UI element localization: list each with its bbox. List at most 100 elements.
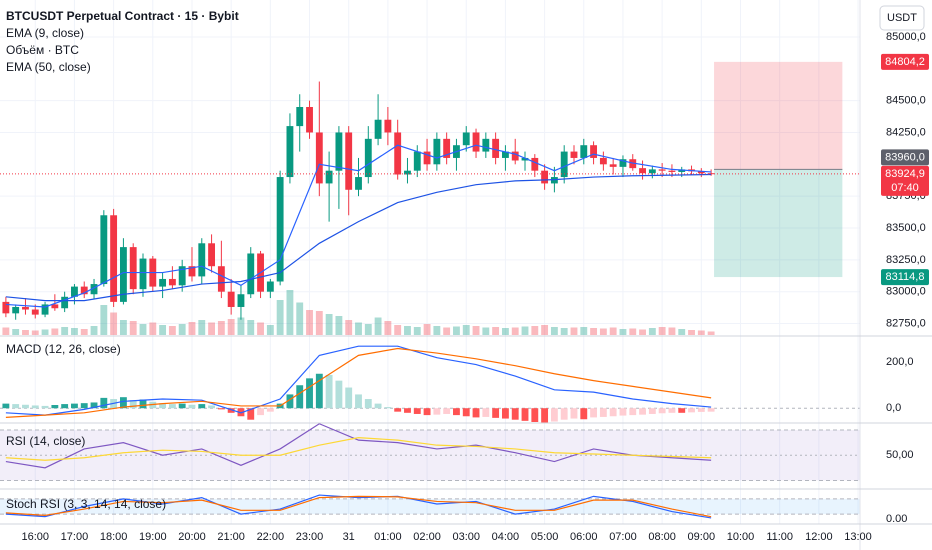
macd-histogram-bar xyxy=(71,403,78,409)
volume-bar xyxy=(188,322,196,335)
candle-body xyxy=(668,170,676,172)
volume-bar xyxy=(688,330,695,335)
volume-bar xyxy=(119,320,127,335)
macd-histogram-bar xyxy=(453,408,460,416)
candle-body xyxy=(227,291,235,307)
x-tick-label: 17:00 xyxy=(61,531,89,543)
macd-histogram-bar xyxy=(462,408,470,417)
x-tick-label: 23:00 xyxy=(296,531,324,543)
macd-histogram-bar xyxy=(404,408,411,413)
volume-bar xyxy=(247,320,255,335)
candle-body xyxy=(423,151,431,165)
volume-bar xyxy=(41,329,49,335)
x-tick-label: 01:00 xyxy=(374,531,402,543)
volume-bar xyxy=(198,320,206,335)
chart-title: BTCUSDT Perpetual Contract · 15 · Bybit xyxy=(6,9,239,23)
stop-badge-label: 83114,8 xyxy=(886,271,925,283)
y-tick-label: 84500,0 xyxy=(886,95,926,107)
volume-bar xyxy=(266,325,274,335)
macd-histogram-bar xyxy=(22,404,29,409)
stoch-k-line xyxy=(5,494,712,519)
y-tick-label: 82750,0 xyxy=(886,317,926,329)
currency-button[interactable] xyxy=(879,5,925,31)
macd-tick-label: 200,0 xyxy=(886,356,914,368)
candle-body xyxy=(531,157,539,171)
currency-label[interactable]: USDT xyxy=(887,12,917,24)
x-tick-label: 19:00 xyxy=(139,531,167,543)
volume-bar xyxy=(501,328,509,335)
candle-body xyxy=(90,284,98,295)
macd-histogram-bar xyxy=(266,408,274,412)
last-price-badge-label: 83924,9 xyxy=(885,168,925,180)
volume-bar xyxy=(550,327,558,335)
macd-histogram-bar xyxy=(208,405,215,409)
x-tick-label: 18:00 xyxy=(100,531,128,543)
volume-bar xyxy=(609,327,617,335)
candle-body xyxy=(22,306,29,310)
x-tick-label: 31 xyxy=(343,531,355,543)
candle-body xyxy=(41,304,49,315)
candle-body xyxy=(71,286,78,297)
candle-body xyxy=(599,157,607,165)
macd-tick-label: 0,0 xyxy=(886,402,901,414)
volume-bar xyxy=(129,321,137,335)
candle-body xyxy=(178,266,186,286)
volume-bar xyxy=(619,329,627,335)
volume-bar xyxy=(364,324,372,335)
candle-body xyxy=(648,169,656,174)
volume-bar xyxy=(707,331,715,335)
rsi-ma-line xyxy=(5,436,712,461)
volume-bar xyxy=(325,314,333,335)
candle-body xyxy=(629,159,637,169)
volume-bar xyxy=(413,327,421,335)
volume-bar xyxy=(648,328,656,335)
entry-badge-label: 83960,0 xyxy=(885,151,925,163)
macd-histogram-bar xyxy=(511,408,519,420)
x-tick-label: 21:00 xyxy=(217,531,245,543)
candle-body xyxy=(355,177,362,190)
macd-histogram-bar xyxy=(129,400,137,409)
ema-line xyxy=(5,144,712,308)
volume-bar xyxy=(511,327,519,335)
y-tick-label: 85000,0 xyxy=(886,31,926,43)
candle-body xyxy=(217,266,225,292)
volume-bar xyxy=(12,329,20,335)
volume-bar xyxy=(139,324,147,335)
stop-badge xyxy=(881,269,929,286)
grid xyxy=(0,0,860,524)
macd-histogram-bar xyxy=(139,399,147,409)
candle-body xyxy=(129,247,137,290)
volume-bar xyxy=(208,322,215,335)
candle-body xyxy=(237,294,245,307)
volume-bar xyxy=(433,326,441,335)
macd-histogram-bar xyxy=(51,405,59,409)
macd-histogram-bar xyxy=(590,408,598,418)
candle-body xyxy=(247,253,255,295)
volume-bar xyxy=(482,327,490,335)
stoch-tick-label: 0.00 xyxy=(886,513,907,525)
volume-bar xyxy=(31,330,39,335)
volume-bar xyxy=(61,327,69,335)
macd-histogram-bar xyxy=(707,408,715,412)
x-tick-label: 08:00 xyxy=(648,531,676,543)
macd-histogram-bar xyxy=(521,408,529,421)
ema-line xyxy=(5,173,712,302)
volume-bar xyxy=(168,326,176,335)
candle-body xyxy=(697,171,705,174)
candle-body xyxy=(658,169,666,171)
position-stop-zone xyxy=(714,169,843,278)
macd-histogram-bar xyxy=(90,402,98,409)
macd-histogram-bar xyxy=(609,408,617,417)
volume-bar xyxy=(462,325,470,335)
macd-histogram-bar xyxy=(550,408,558,422)
volume-bar xyxy=(629,328,637,335)
candle-body xyxy=(580,145,588,158)
volume-bar xyxy=(453,326,460,335)
axes: 16:00 17:00 18:00 19:00 20:00 21:00 22:00 23:00… xyxy=(21,31,929,543)
target-badge-label: 84804,2 xyxy=(885,56,925,68)
signal-line xyxy=(5,347,712,419)
macd-histogram-bar xyxy=(178,403,186,409)
macd-histogram-bar xyxy=(394,408,402,412)
volume-bar xyxy=(286,290,294,335)
volume-bar xyxy=(443,327,451,335)
